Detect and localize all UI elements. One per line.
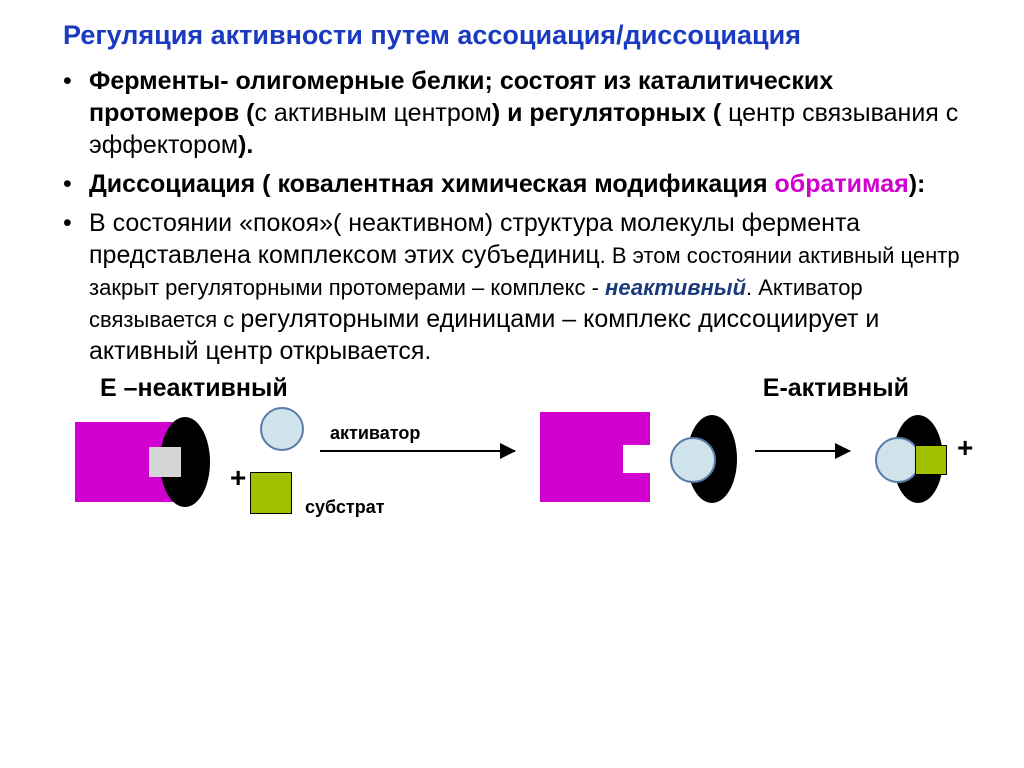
activator-bound-mid xyxy=(670,437,716,483)
arrow-2 xyxy=(755,450,850,452)
plus-left: + xyxy=(230,462,246,494)
state-right-label: Е-активный xyxy=(763,374,909,403)
substrate-free xyxy=(250,472,292,514)
slide-title: Регуляция активности путем ассоциация/ди… xyxy=(63,20,979,51)
empty-site xyxy=(623,445,651,473)
bullet-list: Ферменты- олигомерные белки; состоят из … xyxy=(45,65,979,367)
blocked-active-site xyxy=(149,447,181,477)
bullet-1: Ферменты- олигомерные белки; состоят из … xyxy=(45,65,979,161)
substrate-bound xyxy=(915,445,947,475)
plus-right: + xyxy=(957,432,973,464)
state-labels: Е –неактивный Е-активный xyxy=(45,374,979,403)
bullet-2: Диссоциация ( ковалентная химическая мод… xyxy=(45,168,979,200)
activator-label: активатор xyxy=(330,423,420,444)
arrow-1 xyxy=(320,450,515,452)
substrate-label: субстрат xyxy=(305,497,385,518)
activator-free xyxy=(260,407,304,451)
diagram: + активатор субстрат + xyxy=(75,407,979,547)
bullet-3: В состоянии «покоя»( неактивном) структу… xyxy=(45,207,979,367)
state-left-label: Е –неактивный xyxy=(100,374,288,403)
